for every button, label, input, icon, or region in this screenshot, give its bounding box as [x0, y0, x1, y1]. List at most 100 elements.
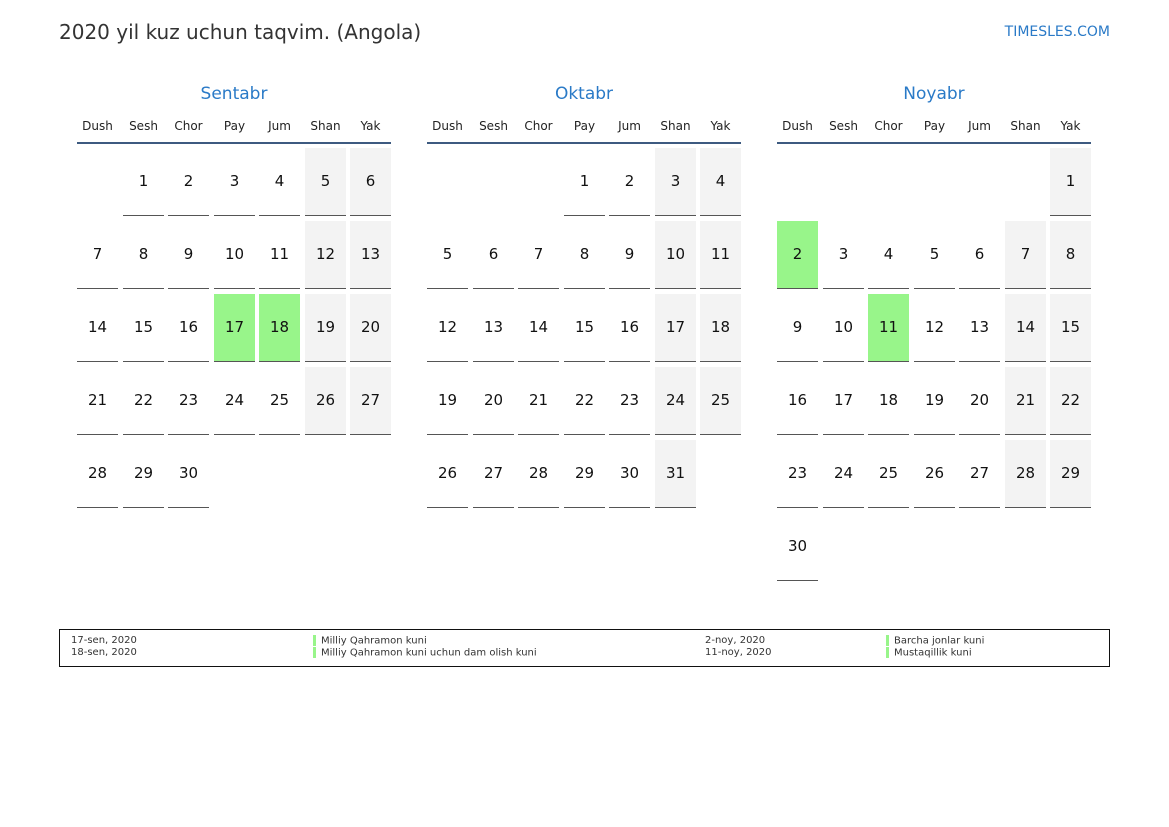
day-cell[interactable]: 14 [1005, 294, 1046, 362]
day-cell[interactable]: 21 [1005, 367, 1046, 435]
legend-holiday-name: Milliy Qahramon kuni uchun dam olish kun… [321, 647, 537, 659]
day-cell[interactable]: 1 [564, 148, 605, 216]
day-cell[interactable]: 19 [914, 367, 955, 435]
day-cell[interactable]: 9 [609, 221, 650, 289]
weekday-label: Dush [782, 119, 813, 133]
day-cell[interactable]: 16 [168, 294, 209, 362]
day-cell[interactable]: 15 [123, 294, 164, 362]
day-cell[interactable]: 26 [914, 440, 955, 508]
day-cell[interactable]: 1 [123, 148, 164, 216]
day-cell[interactable]: 22 [564, 367, 605, 435]
day-cell[interactable]: 3 [655, 148, 696, 216]
day-cell[interactable]: 30 [168, 440, 209, 508]
day-cell[interactable]: 7 [1005, 221, 1046, 289]
day-cell[interactable]: 9 [168, 221, 209, 289]
day-cell[interactable]: 13 [350, 221, 391, 289]
day-cell[interactable]: 27 [473, 440, 514, 508]
day-cell[interactable]: 22 [1050, 367, 1091, 435]
weekday-label: Chor [174, 119, 203, 133]
day-cell[interactable]: 7 [77, 221, 118, 289]
day-cell[interactable]: 14 [77, 294, 118, 362]
day-cell[interactable]: 25 [868, 440, 909, 508]
day-cell[interactable]: 9 [777, 294, 818, 362]
day-cell[interactable]: 29 [564, 440, 605, 508]
day-cell[interactable]: 16 [777, 367, 818, 435]
day-cell[interactable]: 17 [214, 294, 255, 362]
day-cell[interactable]: 31 [655, 440, 696, 508]
day-cell[interactable]: 2 [168, 148, 209, 216]
day-cell[interactable]: 30 [777, 513, 818, 581]
day-cell[interactable]: 5 [305, 148, 346, 216]
day-cell[interactable]: 30 [609, 440, 650, 508]
legend-holiday: Mustaqillik kuni [886, 647, 972, 660]
legend-holiday-name: Barcha jonlar kuni [894, 635, 985, 647]
day-cell[interactable]: 23 [609, 367, 650, 435]
day-cell[interactable]: 11 [868, 294, 909, 362]
day-cell[interactable]: 26 [305, 367, 346, 435]
day-cell[interactable]: 17 [655, 294, 696, 362]
day-cell[interactable]: 23 [777, 440, 818, 508]
day-cell[interactable]: 15 [564, 294, 605, 362]
day-cell[interactable]: 15 [1050, 294, 1091, 362]
day-cell[interactable]: 12 [914, 294, 955, 362]
day-cell[interactable]: 26 [427, 440, 468, 508]
day-cell[interactable]: 20 [473, 367, 514, 435]
brand-link[interactable]: TIMESLES.COM [1004, 24, 1110, 40]
day-cell[interactable]: 28 [518, 440, 559, 508]
day-cell[interactable]: 25 [700, 367, 741, 435]
day-cell[interactable]: 21 [77, 367, 118, 435]
legend-date: 17-sen, 2020 [71, 635, 137, 646]
day-cell[interactable]: 18 [868, 367, 909, 435]
weekday-label: Pay [573, 119, 596, 133]
day-cell[interactable]: 17 [823, 367, 864, 435]
day-cell[interactable]: 18 [700, 294, 741, 362]
day-cell[interactable]: 12 [305, 221, 346, 289]
day-cell[interactable]: 24 [823, 440, 864, 508]
day-cell[interactable]: 28 [1005, 440, 1046, 508]
day-cell[interactable]: 24 [655, 367, 696, 435]
day-cell[interactable]: 13 [473, 294, 514, 362]
day-cell[interactable]: 13 [959, 294, 1000, 362]
day-cell[interactable]: 19 [427, 367, 468, 435]
day-cell[interactable]: 24 [214, 367, 255, 435]
day-cell[interactable]: 12 [427, 294, 468, 362]
day-cell[interactable]: 1 [1050, 148, 1091, 216]
day-cell[interactable]: 10 [214, 221, 255, 289]
day-cell[interactable]: 16 [609, 294, 650, 362]
day-cell[interactable]: 22 [123, 367, 164, 435]
day-cell[interactable]: 10 [655, 221, 696, 289]
day-cell[interactable]: 11 [700, 221, 741, 289]
day-cell[interactable]: 4 [700, 148, 741, 216]
day-cell[interactable]: 5 [427, 221, 468, 289]
day-cell[interactable]: 7 [518, 221, 559, 289]
day-cell[interactable]: 14 [518, 294, 559, 362]
day-cell[interactable]: 19 [305, 294, 346, 362]
day-cell[interactable]: 6 [350, 148, 391, 216]
day-cell[interactable]: 8 [1050, 221, 1091, 289]
day-cell[interactable]: 27 [350, 367, 391, 435]
day-cell[interactable]: 28 [77, 440, 118, 508]
day-cell[interactable]: 4 [868, 221, 909, 289]
day-cell[interactable]: 8 [564, 221, 605, 289]
day-cell[interactable]: 29 [123, 440, 164, 508]
day-cell[interactable]: 25 [259, 367, 300, 435]
day-cell[interactable]: 23 [168, 367, 209, 435]
day-cell[interactable]: 2 [777, 221, 818, 289]
holiday-color-marker [313, 635, 316, 646]
day-cell[interactable]: 20 [959, 367, 1000, 435]
day-cell[interactable]: 6 [473, 221, 514, 289]
day-cell[interactable]: 21 [518, 367, 559, 435]
day-cell[interactable]: 11 [259, 221, 300, 289]
day-cell[interactable]: 2 [609, 148, 650, 216]
day-cell[interactable]: 3 [214, 148, 255, 216]
day-cell[interactable]: 27 [959, 440, 1000, 508]
day-cell[interactable]: 4 [259, 148, 300, 216]
day-cell[interactable]: 29 [1050, 440, 1091, 508]
day-cell[interactable]: 10 [823, 294, 864, 362]
day-cell[interactable]: 20 [350, 294, 391, 362]
day-cell[interactable]: 18 [259, 294, 300, 362]
day-cell[interactable]: 3 [823, 221, 864, 289]
day-cell[interactable]: 8 [123, 221, 164, 289]
day-cell[interactable]: 5 [914, 221, 955, 289]
day-cell[interactable]: 6 [959, 221, 1000, 289]
